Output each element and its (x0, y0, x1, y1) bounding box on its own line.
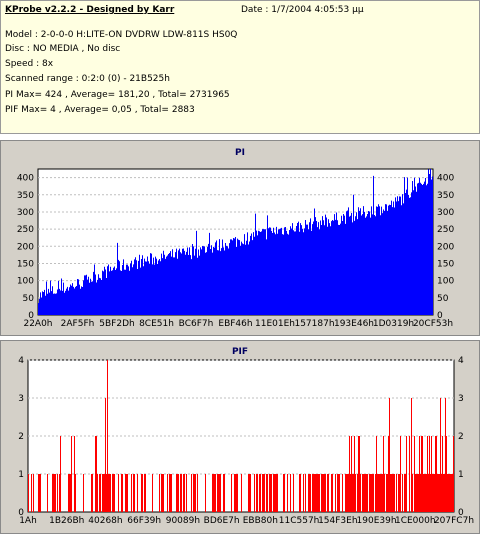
pi-ytick-left: 250 (17, 225, 34, 235)
pi-ytick-right: 150 (437, 259, 454, 269)
pi-ytick-right: 200 (437, 242, 454, 252)
pi-ytick-left: 400 (17, 174, 34, 184)
pif-xtick-label: 1CE000h (395, 516, 436, 526)
pif-ytick-right: 2 (458, 432, 464, 442)
disc-line: Disc : NO MEDIA , No disc (5, 44, 121, 54)
pi-ytick-right: 300 (437, 208, 454, 218)
pi-xtick-label: 157187h (294, 319, 334, 329)
pi-ytick-left: 50 (23, 294, 35, 304)
pi-ytick-left: 150 (17, 259, 34, 269)
pif-chart-title: PIF (231, 347, 249, 357)
pi-ytick-right: 50 (437, 294, 449, 304)
pi-ytick-left: 200 (17, 242, 34, 252)
pif-ytick-right: 0 (458, 508, 464, 518)
pif-ytick-left: 3 (18, 394, 24, 404)
pif-xtick-label: 207FC7h (434, 516, 474, 526)
pi-chart-title: PI (235, 148, 245, 158)
pi-ytick-left: 350 (17, 191, 34, 201)
pi-ytick-right: 0 (437, 311, 443, 321)
pi-xtick-label: 22A0h (23, 319, 52, 329)
scan-info-panel: KProbe v2.2.2 - Designed by Karr Date : … (0, 0, 480, 134)
pi-xtick-label: 8CE51h (139, 319, 174, 329)
pi-xtick-label: 11E01Eh (255, 319, 295, 329)
pif-xtick-label: 154F3Eh (318, 516, 357, 526)
pi-ytick-right: 250 (437, 225, 454, 235)
pif-xtick-label: EBB80h (243, 516, 278, 526)
pi-xtick-label: 2AF5Fh (61, 319, 95, 329)
speed-line: Speed : 8x (5, 59, 54, 69)
pif-chart-panel: PIF 0 0 1 1 2 2 3 3 4 4 1Ah 1B26Bh 40268h 66F39h 90089… (0, 340, 480, 534)
pif-xtick-label: 1Ah (19, 516, 37, 526)
pi-chart-panel: PI 0 0 50 50 100 100 150 150 200 200 250 250 300 300 3… (0, 140, 480, 336)
model-line: Model : 2-0-0-0 H:LITE-ON DVDRW LDW-811S… (5, 30, 238, 40)
pif-xtick-label: 190E39h (357, 516, 397, 526)
pif-stats-line: PIF Max= 4 , Average= 0,05 , Total= 2883 (5, 105, 195, 115)
pif-xtick-label: 40268h (88, 516, 122, 526)
pi-ytick-left: 300 (17, 208, 34, 218)
pif-bars (28, 360, 454, 512)
pi-xtick-label: 193E46h (334, 319, 374, 329)
pi-chart: 0 0 50 50 100 100 150 150 200 200 250 250 300 300 350 3… (17, 168, 454, 329)
pif-xtick-label: 66F39h (127, 516, 161, 526)
pif-ytick-right: 3 (458, 394, 464, 404)
pi-xtick-label: EBF46h (218, 319, 252, 329)
pif-xtick-label: BD6E7h (204, 516, 240, 526)
pif-ytick-left: 0 (18, 508, 24, 518)
scan-date: Date : 1/7/2004 4:05:53 μμ (241, 5, 364, 15)
pi-ytick-right: 100 (437, 277, 454, 287)
pi-ytick-left: 0 (28, 311, 34, 321)
app-title: KProbe v2.2.2 - Designed by Karr (5, 5, 175, 15)
pi-ytick-right: 400 (437, 174, 454, 184)
pif-xtick-label: 90089h (166, 516, 200, 526)
pif-chart: 0 0 1 1 2 2 3 3 4 4 1Ah 1B26Bh 40268h 66F39h 90089h BD6… (18, 356, 474, 526)
pif-ytick-left: 1 (18, 470, 24, 480)
pif-ytick-left: 2 (18, 432, 24, 442)
pi-bars (38, 169, 433, 315)
pif-ytick-left: 4 (18, 356, 24, 366)
pif-ytick-right: 4 (458, 356, 464, 366)
scanned-range-line: Scanned range : 0:2:0 (0) - 21B525h (5, 74, 170, 84)
pi-ytick-right: 350 (437, 191, 454, 201)
pif-xtick-label: 11C557h (279, 516, 320, 526)
pif-ytick-right: 1 (458, 470, 464, 480)
pi-xtick-label: 5BF2Dh (99, 319, 134, 329)
pi-stats-line: PI Max= 424 , Average= 181,20 , Total= 2… (5, 90, 230, 100)
pi-xtick-label: BC6F7h (179, 319, 214, 329)
pi-xtick-label: 1D0319h (373, 319, 414, 329)
pif-xtick-label: 1B26Bh (49, 516, 84, 526)
pi-xtick-label: 20CF53h (413, 319, 453, 329)
pi-ytick-left: 100 (17, 277, 34, 287)
